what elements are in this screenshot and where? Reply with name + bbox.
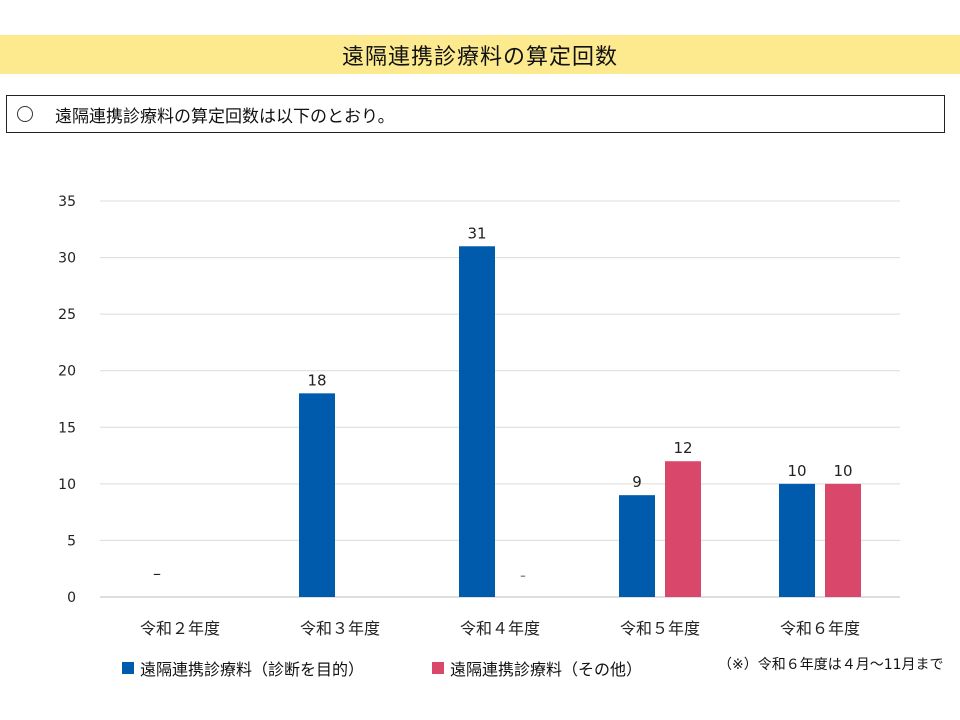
footnote: （※）令和６年度は４月～11月まで — [718, 657, 944, 673]
y-tick-label: 15 — [58, 420, 76, 436]
data-label: 10 — [787, 462, 806, 480]
y-tick-label: 0 — [67, 590, 76, 606]
y-tick-label: 20 — [58, 364, 76, 380]
data-label: 9 — [632, 473, 642, 491]
y-tick-label: 30 — [58, 251, 76, 267]
title-band: 遠隔連携診療料の算定回数 — [0, 35, 960, 74]
data-label: – — [153, 564, 161, 583]
y-tick-label: 25 — [58, 307, 76, 323]
x-tick-label: 令和４年度 — [460, 619, 540, 638]
bar-1 — [619, 495, 655, 597]
legend-item-series1: 遠隔連携診療料（診断を目的） — [122, 655, 364, 681]
circle-bullet-icon — [17, 106, 33, 122]
y-tick-label: 10 — [58, 477, 76, 493]
legend-swatch-series1 — [122, 662, 134, 674]
x-tick-label: 令和２年度 — [140, 619, 220, 638]
subtitle-text: 遠隔連携診療料の算定回数は以下のとおり。 — [55, 106, 395, 127]
data-label: 31 — [467, 224, 486, 242]
bar-1 — [459, 246, 495, 597]
x-tick-label: 令和５年度 — [620, 619, 700, 638]
y-tick-label: 5 — [67, 533, 76, 549]
data-label: 18 — [307, 371, 326, 389]
bar-2 — [825, 483, 861, 597]
y-tick-label: 35 — [58, 194, 76, 210]
x-tick-label: 令和３年度 — [300, 619, 380, 638]
data-label: 12 — [673, 439, 692, 457]
legend-label-series1: 遠隔連携診療料（診断を目的） — [140, 660, 365, 679]
x-tick-label: 令和６年度 — [780, 619, 860, 638]
data-label: 10 — [833, 462, 852, 480]
legend-label-series2: 遠隔連携診療料（その他） — [450, 660, 643, 679]
bar-1 — [779, 483, 815, 597]
legend-item-series2: 遠隔連携診療料（その他） — [432, 655, 642, 681]
page-title: 遠隔連携診療料の算定回数 — [341, 44, 618, 70]
legend-swatch-series2 — [432, 662, 444, 674]
bar-1 — [299, 393, 335, 597]
bar-2 — [665, 461, 701, 597]
subtitle-box: 遠隔連携診療料の算定回数は以下のとおり。 — [6, 95, 945, 133]
data-label: – — [520, 569, 526, 582]
